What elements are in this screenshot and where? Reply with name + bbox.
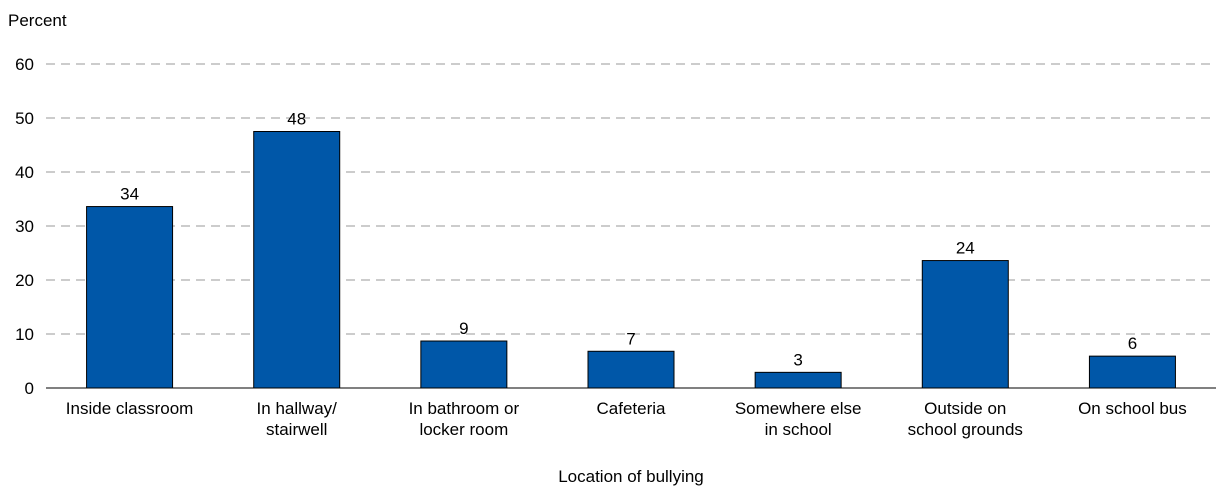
data-label: 34 xyxy=(120,185,139,204)
data-label: 7 xyxy=(626,329,635,348)
bar xyxy=(754,371,842,389)
y-tick-label: 0 xyxy=(25,379,34,398)
category-label: school grounds xyxy=(908,420,1023,439)
y-tick-label: 10 xyxy=(15,325,34,344)
category-label: stairwell xyxy=(266,420,327,439)
category-label: Somewhere else xyxy=(735,399,862,418)
data-labels: 34 48 9 7 3 24 6 xyxy=(120,110,1137,370)
category-label: In hallway/ xyxy=(257,399,338,418)
bar xyxy=(587,350,675,389)
x-axis-categories: Inside classroom In hallway/stairwell In b… xyxy=(66,399,1187,439)
data-label: 9 xyxy=(459,319,468,338)
x-axis-title: Location of bullying xyxy=(558,467,704,486)
y-tick-label: 60 xyxy=(15,55,34,74)
y-axis-ticks: 0 10 20 30 40 50 60 xyxy=(15,55,34,398)
y-tick-label: 30 xyxy=(15,217,34,236)
category-label: On school bus xyxy=(1078,399,1187,418)
y-tick-label: 40 xyxy=(15,163,34,182)
gridlines xyxy=(46,63,1216,335)
bars xyxy=(86,131,1176,389)
category-label: Inside classroom xyxy=(66,399,194,418)
data-label: 3 xyxy=(793,350,802,369)
data-label: 48 xyxy=(287,110,306,129)
y-tick-label: 20 xyxy=(15,271,34,290)
category-label: In bathroom or xyxy=(409,399,520,418)
data-label: 6 xyxy=(1128,334,1137,353)
data-label: 24 xyxy=(956,239,975,258)
y-tick-label: 50 xyxy=(15,109,34,128)
bar xyxy=(420,340,508,389)
category-label: Outside on xyxy=(924,399,1006,418)
bar xyxy=(86,206,174,389)
bar xyxy=(921,260,1009,389)
category-label: locker room xyxy=(419,420,508,439)
bar xyxy=(253,131,341,389)
category-label: Cafeteria xyxy=(597,399,667,418)
category-label: in school xyxy=(765,420,832,439)
y-axis-title: Percent xyxy=(8,11,67,30)
bar xyxy=(1088,355,1176,389)
